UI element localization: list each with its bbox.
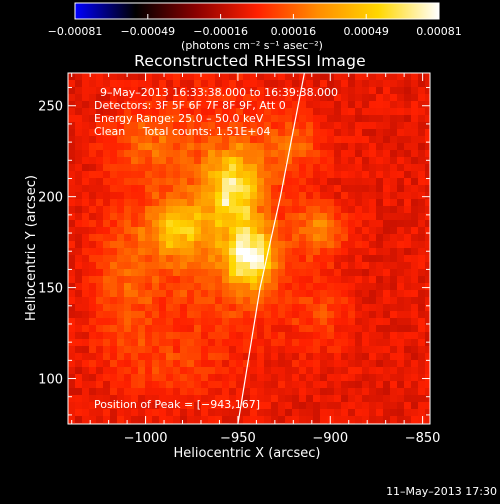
footer-timestamp: 11–May–2013 17:30 [386, 485, 497, 498]
x-tick-labels: −1000 −950 −900 −850 [124, 431, 441, 446]
y-tick-labels: 100 150 200 250 [38, 100, 63, 388]
axis-ticks [68, 73, 430, 424]
annotation-energy-range: Energy Range: 25.0 – 50.0 keV [94, 112, 264, 125]
solar-limb-line [237, 73, 305, 424]
colorbar-tick-label: 0.00016 [271, 25, 317, 38]
y-tick-label: 150 [38, 282, 63, 297]
colorbar-unit-label: (photons cm⁻² s⁻¹ asec⁻²) [181, 39, 323, 52]
y-tick-label: 250 [38, 100, 63, 115]
y-tick-label: 100 [38, 373, 63, 388]
annotation-detectors: Detectors: 3F 5F 6F 7F 8F 9F, Att 0 [94, 99, 286, 112]
plot-title: Reconstructed RHESSI Image [134, 52, 366, 70]
colorbar-tick-label: 0.00081 [416, 25, 462, 38]
colorbar-tick-label: −0.00049 [120, 25, 175, 38]
colorbar-tick-labels: −0.00081 −0.00049 −0.00016 0.00016 0.00049 0.… [48, 25, 462, 38]
colorbar-tick-label: −0.00016 [193, 25, 248, 38]
annotation-method-counts: Clean Total counts: 1.51E+04 [94, 125, 271, 138]
colorbar-tick-label: 0.00049 [343, 25, 389, 38]
plot-frame [67, 72, 431, 425]
colorbar-tick-label: −0.00081 [48, 25, 103, 38]
y-axis-label: Heliocentric Y (arcsec) [24, 175, 39, 321]
x-tick-label: −850 [405, 431, 441, 446]
colorbar-ticks [74, 14, 440, 19]
annotation-time-range: 9–May–2013 16:33:38.000 to 16:39:38.000 [100, 86, 338, 99]
y-tick-label: 200 [38, 191, 63, 206]
x-tick-label: −950 [220, 431, 256, 446]
x-axis-label: Heliocentric X (arcsec) [174, 446, 321, 461]
x-tick-label: −1000 [124, 431, 168, 446]
x-tick-label: −900 [312, 431, 348, 446]
heatmap-image [68, 73, 430, 424]
colorbar-gradient [74, 2, 440, 20]
annotation-peak-position: Position of Peak = [−943,167] [94, 398, 260, 411]
